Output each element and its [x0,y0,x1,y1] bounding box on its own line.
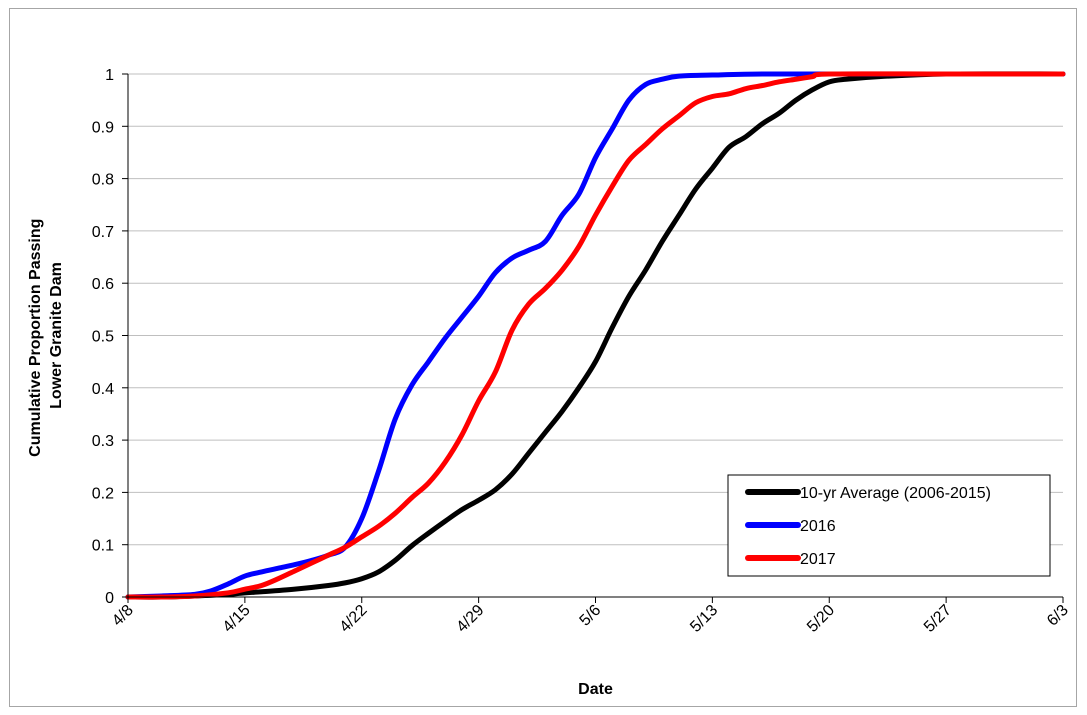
y-tick-label: 0 [105,590,114,607]
y-axis-title: Cumulative Proportion Passing Lower Gran… [27,214,65,457]
y-tick-label: 0.9 [92,119,114,136]
y-axis-title-line-2: Lower Granite Dam [48,262,65,409]
x-tick-label: 5/13 [687,602,721,636]
y-tick-label: 0.1 [92,538,114,555]
x-tick-label: 5/6 [577,602,605,630]
series-line-2016 [125,71,1066,600]
series-line-2017 [125,71,1066,600]
chart-frame [9,8,1077,707]
legend-label-2017: 2017 [800,551,836,568]
x-tick-label: 4/29 [453,602,487,636]
x-tick-label: 5/20 [804,602,838,636]
y-tick-label: 0.2 [92,485,114,502]
y-tick-label: 0.7 [92,224,114,241]
x-axis-title: Date [578,681,613,698]
series-line-10yr-average [125,71,1066,600]
y-tick-label: 0.5 [92,329,114,346]
x-tick-label: 4/15 [220,602,254,636]
x-tick-label: 6/3 [1044,602,1072,630]
legend-label-2016: 2016 [800,518,836,535]
x-tick-label: 5/27 [921,602,955,636]
y-tick-label: 1 [105,67,114,84]
y-tick-label: 0.4 [92,381,114,398]
y-axis-title-line-1: Cumulative Proportion Passing [27,219,44,457]
y-tick-label: 0.8 [92,172,114,189]
y-tick-label: 0.3 [92,433,114,450]
series-lines [125,71,1066,600]
legend-label-10yr-average: 10-yr Average (2006-2015) [800,485,991,502]
x-tick-label: 4/22 [337,602,371,636]
legend: 10-yr Average (2006-2015) 2016 2017 [727,474,1051,577]
y-tick-label: 0.6 [92,276,114,293]
